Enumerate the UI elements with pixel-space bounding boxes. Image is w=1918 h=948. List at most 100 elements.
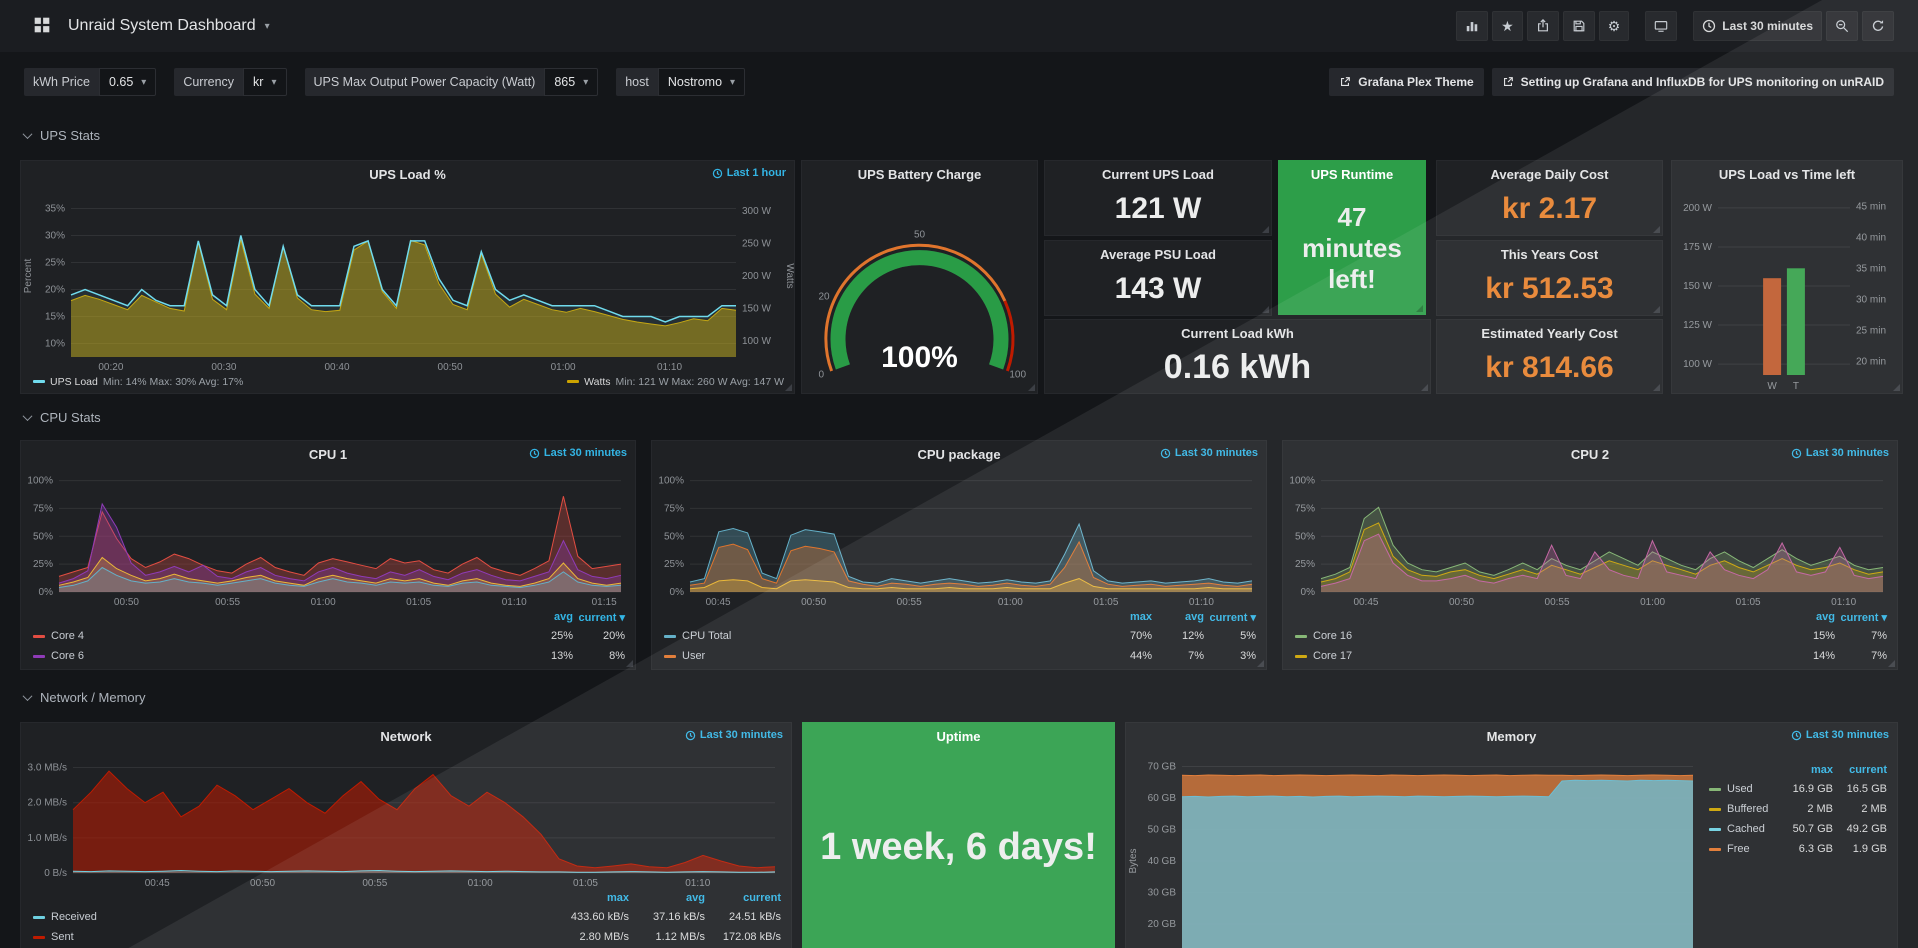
legend-row: Used 16.9 GB 16.5 GB <box>1709 779 1887 799</box>
svg-text:25%: 25% <box>45 258 65 269</box>
legend-series[interactable]: Core 16 <box>1295 630 1783 642</box>
legend-series[interactable]: Core 6 <box>33 650 521 662</box>
legend-col-current[interactable]: current ▾ <box>578 611 625 624</box>
legend-col-current[interactable]: current <box>1849 764 1887 776</box>
svg-text:00:50: 00:50 <box>438 362 463 373</box>
legend-series[interactable]: Free <box>1709 843 1779 855</box>
svg-text:150 W: 150 W <box>742 303 771 314</box>
svg-text:01:10: 01:10 <box>657 362 682 373</box>
legend-series[interactable]: Buffered <box>1709 803 1779 815</box>
zoom-out-button[interactable] <box>1826 11 1858 41</box>
legend-series[interactable]: Core 4 <box>33 630 521 642</box>
legend-series[interactable]: Received <box>33 911 553 923</box>
chevron-down-icon <box>22 691 33 702</box>
add-panel-icon <box>1466 22 1478 32</box>
panel-title[interactable]: Memory <box>1486 728 1537 744</box>
section-network-memory[interactable]: Network / Memory <box>22 690 145 705</box>
section-cpu-stats[interactable]: CPU Stats <box>22 410 101 425</box>
cpu1-legend: avg current ▾ Core 4 25% 20% Core 6 13% … <box>21 608 635 669</box>
legend-series[interactable]: UPS Load Min: 14% Max: 30% Avg: 17% <box>33 376 243 388</box>
variable-value-dropdown[interactable]: kr ▾ <box>243 68 287 96</box>
legend-series[interactable]: Used <box>1709 783 1779 795</box>
save-icon <box>1573 20 1585 32</box>
legend-col-avg[interactable]: avg <box>686 892 705 904</box>
link-grafana-plex-theme[interactable]: Grafana Plex Theme <box>1329 68 1484 96</box>
legend-col-current[interactable]: current ▾ <box>1209 611 1256 624</box>
panel-title[interactable]: UPS Load % <box>369 166 446 182</box>
legend-col-max[interactable]: max <box>606 892 629 904</box>
legend-series[interactable]: User <box>664 650 1100 662</box>
panel-title[interactable]: Average PSU Load <box>1100 246 1216 262</box>
clock-icon <box>1160 448 1171 458</box>
legend-col-avg[interactable]: avg <box>554 611 573 623</box>
legend-series[interactable]: Sent <box>33 931 553 943</box>
panel-title[interactable]: Uptime <box>936 728 981 744</box>
cpu-package-graph[interactable]: 0% 25% 50% 75% 100% 00:45 00:50 00:55 01:00 01:05… <box>652 467 1266 608</box>
panel-title[interactable]: UPS Battery Charge <box>857 166 982 182</box>
apps-grid-icon[interactable] <box>30 14 54 38</box>
legend-col-max[interactable]: max <box>1129 611 1152 623</box>
svg-text:40 min: 40 min <box>1856 232 1886 243</box>
svg-text:50%: 50% <box>664 531 684 542</box>
svg-text:200 W: 200 W <box>742 271 771 282</box>
dashboard-title-dropdown[interactable]: Unraid System Dashboard ▾ <box>68 17 270 35</box>
legend-col-current[interactable]: current <box>743 892 781 904</box>
variable-value-dropdown[interactable]: 0.65 ▾ <box>98 68 157 96</box>
svg-text:01:10: 01:10 <box>1189 597 1214 608</box>
stat-value: 0.16 kWh <box>1163 348 1312 386</box>
cpu1-graph[interactable]: 0% 25% 50% 75% 100% 00:50 00:55 01:00 01:05 01:10… <box>21 467 635 608</box>
panel-ups-runtime: UPS Runtime 47 minutes left! <box>1278 160 1426 315</box>
settings-button[interactable]: ⚙ <box>1598 11 1630 41</box>
panel-title[interactable]: Network <box>380 728 432 744</box>
svg-text:35 min: 35 min <box>1856 263 1886 274</box>
panel-ups-load-vs-time-left: UPS Load vs Time left 100 W 125 W 150 W 175… <box>1671 160 1903 394</box>
share-icon <box>1537 19 1548 32</box>
panel-title[interactable]: UPS Load vs Time left <box>1718 166 1856 182</box>
variable-value-dropdown[interactable]: Nostromo ▾ <box>657 68 746 96</box>
settings-gear-icon: ⚙ <box>1607 17 1621 34</box>
clock-icon <box>1703 19 1716 33</box>
legend-series[interactable]: Core 17 <box>1295 650 1783 662</box>
legend-col-avg[interactable]: avg <box>1816 611 1835 623</box>
panel-title[interactable]: CPU 2 <box>1570 446 1610 462</box>
refresh-button[interactable] <box>1862 11 1894 41</box>
panel-title[interactable]: Average Daily Cost <box>1490 166 1609 182</box>
legend-series[interactable]: CPU Total <box>664 630 1100 642</box>
chevron-down-icon: ▾ <box>271 76 277 88</box>
svg-text:01:15: 01:15 <box>592 597 617 608</box>
legend-series[interactable]: Watts Min: 121 W Max: 260 W Avg: 147 W <box>567 376 784 388</box>
variable-label: UPS Max Output Power Capacity (Watt) <box>304 68 545 96</box>
ups-load-vs-time-bars: 100 W 125 W 150 W 175 W 200 W 20 min 25 min 30 … <box>1683 201 1886 392</box>
ups-load-graph[interactable]: 10% 15% 20% 25% 30% 35% 100 W 150 W 200 W 250 W 30… <box>21 187 794 374</box>
panel-title[interactable]: Current UPS Load <box>1102 166 1214 182</box>
panel-title[interactable]: Estimated Yearly Cost <box>1481 325 1618 341</box>
panel-title[interactable]: This Years Cost <box>1500 246 1599 262</box>
panel-title[interactable]: UPS Runtime <box>1310 166 1394 182</box>
stat-value: 47 minutes left! <box>1302 201 1402 295</box>
panel-title[interactable]: CPU 1 <box>308 446 348 462</box>
star-button[interactable]: ★ <box>1492 11 1523 41</box>
link-ups-monitoring-guide[interactable]: Setting up Grafana and InfluxDB for UPS … <box>1491 68 1894 96</box>
variable-value-dropdown[interactable]: 865 ▾ <box>544 68 599 96</box>
panel-title[interactable]: CPU package <box>917 446 1001 462</box>
svg-text:00:30: 00:30 <box>211 362 236 373</box>
legend-col-avg[interactable]: avg <box>1185 611 1204 623</box>
svg-text:01:00: 01:00 <box>468 878 493 889</box>
svg-text:125 W: 125 W <box>1683 320 1712 331</box>
cpu2-graph[interactable]: 0% 25% 50% 75% 100% 00:45 00:50 00:55 01:00 01:05… <box>1283 467 1897 608</box>
save-button[interactable] <box>1562 11 1595 41</box>
time-range-button[interactable]: Last 30 minutes <box>1693 11 1822 41</box>
legend-series[interactable]: Cached <box>1709 823 1779 835</box>
network-graph[interactable]: 0 B/s 1.0 MB/s 2.0 MB/s 3.0 MB/s 00:45 00:50 0… <box>21 749 791 889</box>
svg-text:01:05: 01:05 <box>1736 597 1761 608</box>
legend-col-max[interactable]: max <box>1810 764 1833 776</box>
clock-icon <box>529 448 540 458</box>
share-button[interactable] <box>1526 11 1559 41</box>
section-ups-stats[interactable]: UPS Stats <box>22 128 100 143</box>
svg-text:00:45: 00:45 <box>145 878 170 889</box>
tv-mode-button[interactable] <box>1645 11 1678 41</box>
legend-col-current[interactable]: current ▾ <box>1840 611 1887 624</box>
panel-title[interactable]: Current Load kWh <box>1181 325 1294 341</box>
add-panel-button[interactable] <box>1456 11 1489 41</box>
